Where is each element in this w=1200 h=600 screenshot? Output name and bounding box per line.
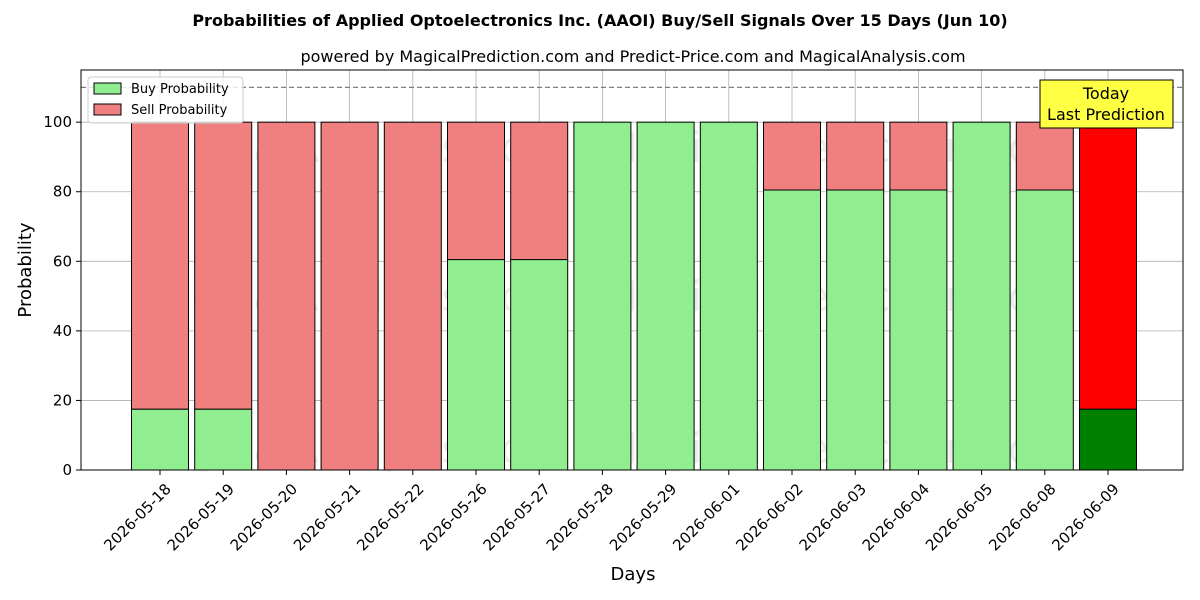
plot-frame [80, 69, 1184, 471]
x-tick-label: 2026-05-20 [227, 480, 301, 554]
bar-buy [194, 408, 253, 471]
bar-buy [889, 189, 948, 471]
x-tick-label: 2026-06-04 [859, 480, 933, 554]
y-tick-label: 40 [53, 322, 72, 340]
bar-sell [1079, 121, 1137, 410]
bars [131, 121, 1137, 471]
today-annotation-line2: Last Prediction [1047, 105, 1165, 124]
chart-title: Probabilities of Applied Optoelectronics… [192, 11, 1007, 30]
bar-sell [320, 121, 379, 471]
bar-sell [1015, 121, 1074, 191]
legend: Buy Probability Sell Probability [87, 76, 244, 124]
bar-buy [573, 121, 632, 471]
legend-box [87, 76, 244, 124]
y-tick-label: 20 [53, 391, 72, 409]
x-tick-label: 2026-05-28 [543, 480, 617, 554]
x-tick-label: 2026-06-02 [732, 480, 806, 554]
x-tick-label: 2026-06-03 [796, 480, 870, 554]
bar-buy [1015, 189, 1074, 471]
legend-label-buy: Buy Probability [131, 82, 229, 97]
x-tick-label: 2026-05-19 [164, 480, 238, 554]
x-tick-label: 2026-05-18 [100, 480, 174, 554]
x-tick-label: 2026-06-01 [669, 480, 743, 554]
bar-buy [952, 121, 1011, 471]
bar-sell [826, 121, 885, 191]
x-tick-label: 2026-06-08 [985, 480, 1059, 554]
y-tick-label: 60 [53, 252, 72, 270]
y-tick-label: 80 [53, 183, 72, 201]
x-tick-label: 2026-05-26 [416, 480, 490, 554]
y-axis-label: Probability [15, 222, 36, 317]
y-tick-label: 100 [43, 113, 72, 131]
x-tick-label: 2026-06-09 [1048, 480, 1122, 554]
legend-swatch-buy [93, 82, 122, 95]
bar-sell [763, 121, 821, 191]
legend-label-sell: Sell Probability [131, 103, 228, 118]
x-tick-label: 2026-05-27 [480, 480, 554, 554]
chart-subtitle: powered by MagicalPrediction.com and Pre… [300, 47, 965, 66]
bar-sell [383, 121, 442, 471]
bar-buy [763, 189, 821, 471]
today-annotation-box [1039, 79, 1174, 129]
x-tick-label: 2026-05-21 [290, 480, 364, 554]
today-annotation-line1: Today [1082, 84, 1129, 103]
today-annotation: Today Last Prediction [1039, 79, 1174, 129]
bar-sell [257, 121, 316, 471]
bar-buy [636, 121, 695, 471]
y-axis-ticks: 0 20 40 60 80 100 [43, 113, 81, 479]
bar-sell [510, 121, 569, 261]
bar-buy [447, 259, 505, 471]
bar-sell [889, 121, 948, 191]
bar-sell [194, 121, 253, 410]
x-tick-label: 2026-05-22 [353, 480, 427, 554]
x-axis-ticks: 2026-05-182026-05-192026-05-202026-05-21… [100, 470, 1123, 554]
bar-buy [699, 121, 758, 471]
bar-buy [131, 408, 189, 471]
x-axis-label: Days [611, 564, 656, 585]
bar-buy [510, 259, 569, 471]
x-tick-label: 2026-06-05 [922, 480, 996, 554]
bar-sell [447, 121, 505, 261]
bar-buy [1079, 408, 1137, 471]
y-tick-label: 0 [62, 461, 72, 479]
bar-sell [131, 121, 189, 410]
legend-swatch-sell [93, 103, 122, 116]
x-tick-label: 2026-05-29 [606, 480, 680, 554]
bar-buy [826, 189, 885, 471]
